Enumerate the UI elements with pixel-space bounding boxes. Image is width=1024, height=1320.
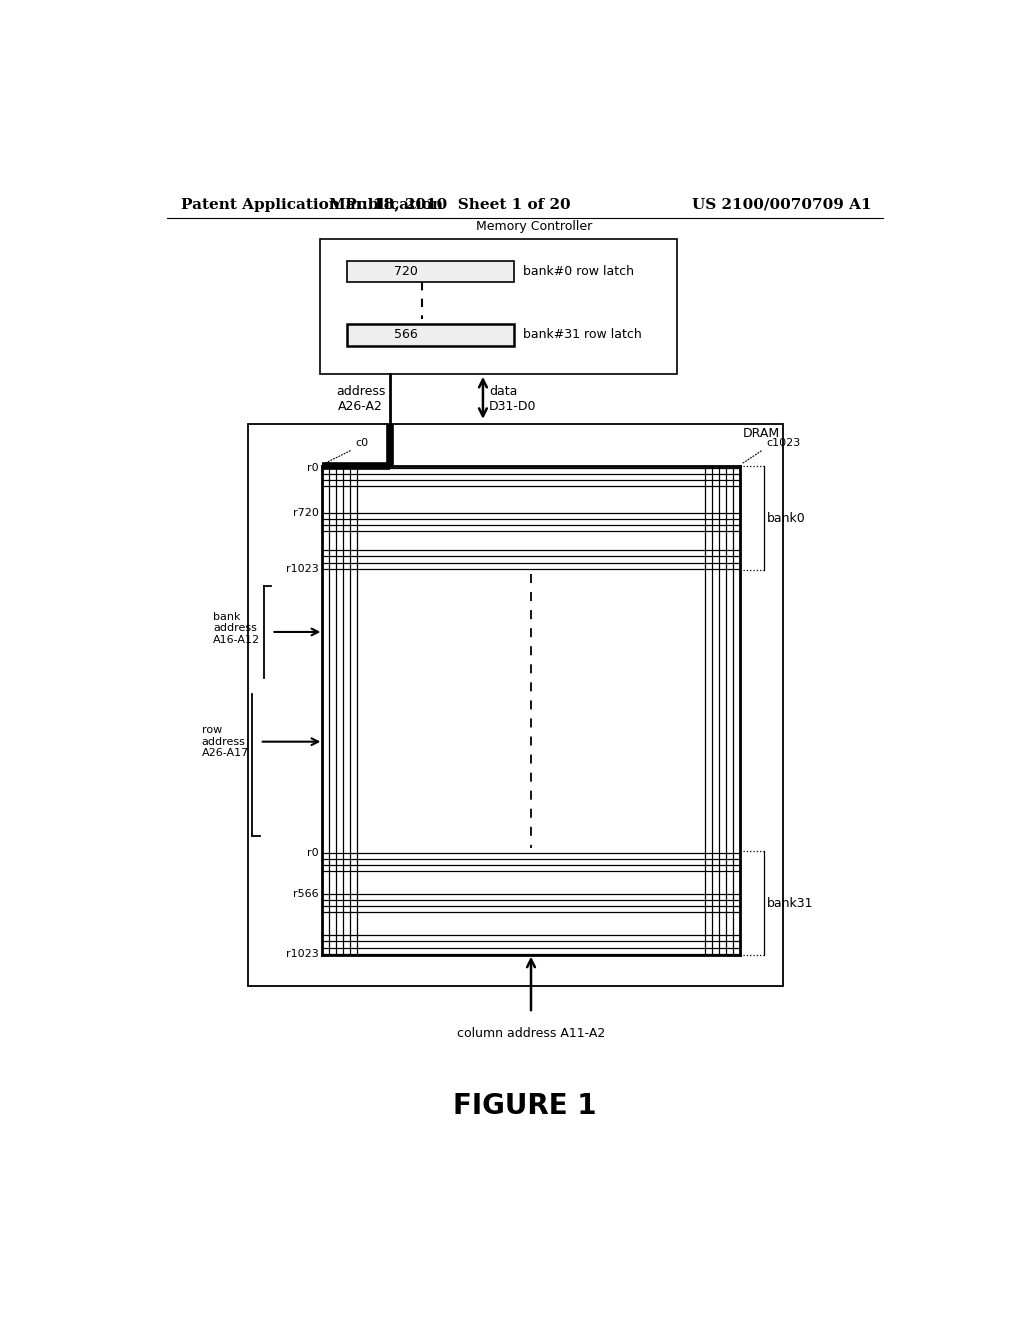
Text: bank#0 row latch: bank#0 row latch [523,265,634,279]
Text: bank0: bank0 [767,512,806,525]
Bar [347,261,514,282]
Text: FIGURE 1: FIGURE 1 [453,1092,597,1119]
Text: 566: 566 [394,329,418,342]
Text: data
D31-D0: data D31-D0 [489,384,537,413]
Text: address
A26-A2: address A26-A2 [336,384,385,413]
Text: r0: r0 [307,847,318,858]
Text: r720: r720 [293,508,318,517]
Text: c1023: c1023 [767,438,801,447]
Text: column address A11-A2: column address A11-A2 [457,1027,605,1040]
Text: bank31: bank31 [767,896,814,909]
Text: c0: c0 [356,438,369,447]
Text: 720: 720 [393,265,418,279]
Text: r0: r0 [307,463,318,473]
Text: Patent Application Publication: Patent Application Publication [180,198,442,211]
Bar [248,424,783,986]
Bar [347,323,514,346]
Text: Mar. 18, 2010  Sheet 1 of 20: Mar. 18, 2010 Sheet 1 of 20 [329,198,570,211]
Text: bank#31 row latch: bank#31 row latch [523,329,642,342]
Text: DRAM: DRAM [742,428,779,440]
Text: r1023: r1023 [286,564,318,574]
Text: bank
address
A16-A12: bank address A16-A12 [213,611,260,644]
Text: r1023: r1023 [286,949,318,958]
Bar [321,239,677,374]
Text: r566: r566 [293,888,318,899]
Text: Memory Controller: Memory Controller [476,220,592,234]
Text: US 2100/0070709 A1: US 2100/0070709 A1 [692,198,872,211]
Text: row
address
A26-A17: row address A26-A17 [202,725,249,758]
